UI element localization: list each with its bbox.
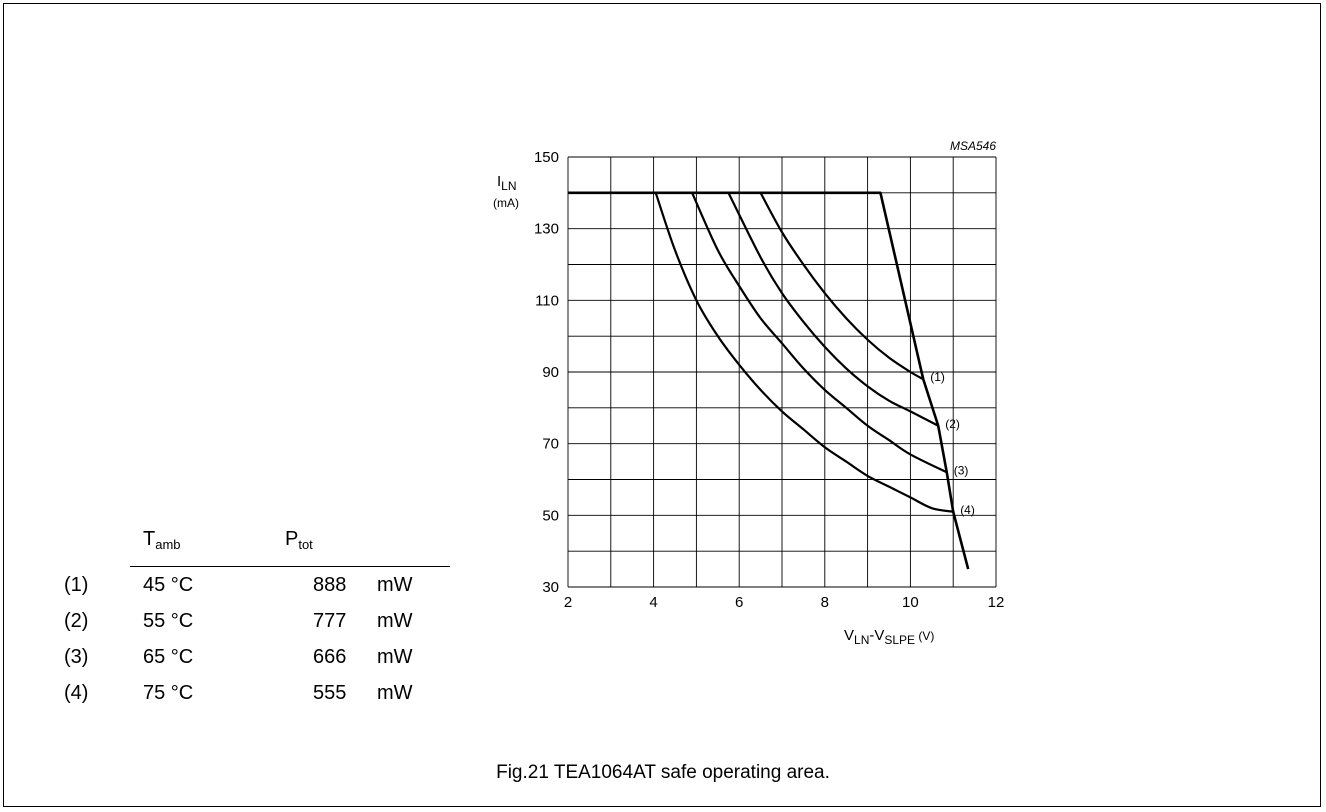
x-axis-label: VLN-VSLPE (V) (844, 627, 934, 647)
y-tick-label: 90 (542, 364, 559, 381)
legend-row: (4) 75 °C 555 mW (64, 682, 413, 704)
legend-head-power: Ptot (285, 528, 313, 552)
legend-head-temp: Tamb (143, 528, 181, 552)
series-label: (3) (954, 463, 969, 477)
chart-ticks: 150 130 110 90 70 50 30 2 4 6 8 10 12 (534, 149, 1004, 611)
x-tick-label: 4 (649, 594, 657, 611)
y-axis-label-sub: LN (501, 179, 516, 193)
series-curve (691, 192, 948, 474)
series-label: (4) (960, 503, 975, 517)
x-tick-label: 2 (564, 594, 572, 611)
x-axis-label-sub1: LN (854, 633, 869, 647)
x-tick-label: 8 (821, 594, 829, 611)
x-axis-label-sub2: SLPE (884, 633, 915, 647)
x-tick-label: 10 (902, 594, 919, 611)
y-tick-label: 50 (542, 507, 559, 524)
y-tick-label: 70 (542, 436, 559, 453)
legend-row: (1) 45 °C 888 mW (64, 574, 413, 596)
legend-row: (2) 55 °C 777 mW (64, 610, 413, 632)
y-tick-label: 30 (542, 579, 559, 596)
chart-labels: ILN (mA) VLN-VSLPE (V) MSA546 (493, 139, 996, 647)
y-axis-label: ILN (497, 173, 517, 193)
x-tick-label: 12 (988, 594, 1005, 611)
legend-rule (130, 566, 450, 567)
x-axis-label-v1: V (844, 627, 854, 644)
series-curve (759, 192, 924, 381)
series-label: (1) (930, 370, 945, 384)
y-axis-label-main: I (497, 173, 501, 190)
y-tick-label: 110 (535, 292, 559, 309)
chart-curves: (1) (2) (3) (4) (568, 191, 975, 570)
y-tick-label: 130 (534, 221, 559, 238)
figure-frame (3, 3, 1321, 807)
y-tick-label: 150 (534, 149, 559, 166)
x-axis-label-sep: -V (869, 627, 884, 644)
x-axis-label-unit: (V) (915, 629, 934, 643)
figure-caption: Fig.21 TEA1064AT safe operating area. (496, 762, 830, 783)
series-label: (2) (945, 417, 960, 431)
x-tick-label: 6 (735, 594, 743, 611)
limit-line (568, 191, 970, 570)
legend-row: (3) 65 °C 666 mW (64, 646, 413, 668)
y-axis-unit: (mA) (493, 196, 519, 210)
series-curve (727, 192, 939, 427)
series-curve (654, 192, 954, 513)
figure-code: MSA546 (950, 139, 996, 153)
